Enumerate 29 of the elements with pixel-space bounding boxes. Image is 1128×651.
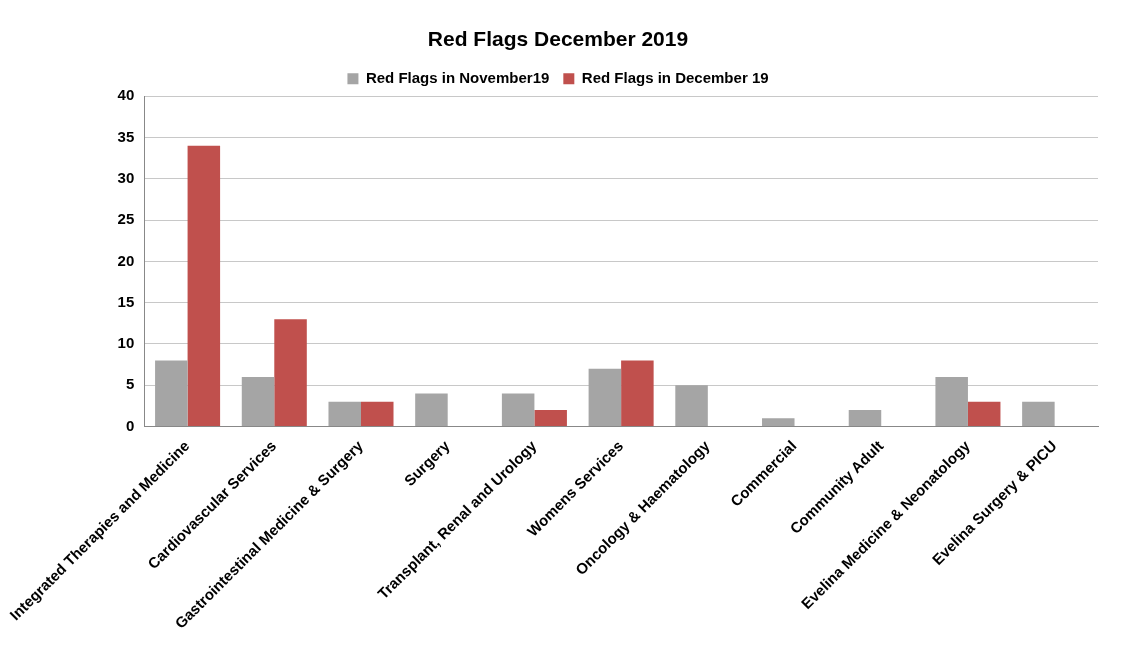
y-tick-label: 25 (117, 210, 135, 228)
bar (935, 377, 968, 427)
bar (501, 393, 535, 427)
bar (328, 401, 361, 427)
bar (762, 418, 795, 427)
chart-title: Red Flags December 2019 (427, 27, 689, 51)
y-tick-label: 40 (117, 86, 135, 104)
y-tick-label: 5 (125, 375, 135, 393)
y-tick-label: 0 (125, 416, 135, 434)
bar (675, 385, 708, 427)
bar (361, 401, 394, 427)
bar (848, 410, 882, 427)
bar (241, 377, 275, 427)
bar (415, 393, 448, 427)
y-tick-label: 15 (117, 292, 135, 310)
bar (187, 145, 221, 427)
bar (534, 410, 567, 427)
y-tick-label: 30 (117, 168, 135, 186)
bar (588, 368, 622, 427)
y-tick-label: 10 (117, 334, 135, 352)
bar (1022, 401, 1055, 427)
bar (967, 401, 1001, 427)
bar (621, 360, 654, 427)
bar (155, 360, 188, 427)
legend-label: Red Flags in December 19 (581, 68, 769, 86)
y-tick-label: 35 (117, 127, 135, 145)
y-tick-label: 20 (117, 251, 135, 269)
bar (274, 319, 307, 427)
legend-label: Red Flags in November19 (365, 68, 550, 86)
